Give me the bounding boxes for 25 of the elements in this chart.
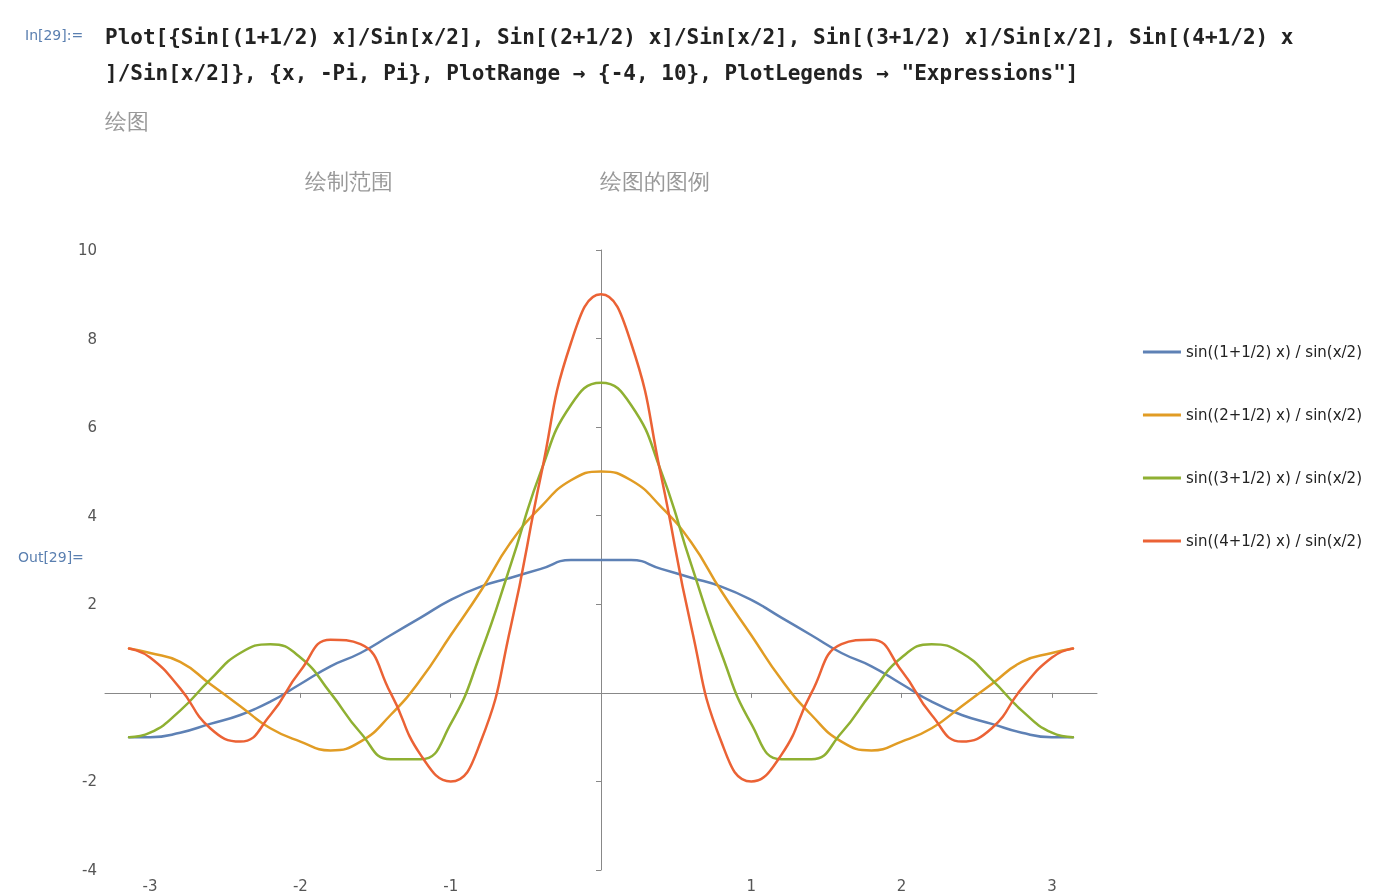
y-tick-label: -4: [82, 861, 97, 879]
legend-label: sin((1+1/2) x) / sin(x/2): [1185, 343, 1363, 361]
text: 绘制范围: [305, 168, 393, 194]
line-series: [127, 293, 1075, 783]
y-tick-label: 6: [87, 418, 97, 437]
text: 绘图: [105, 108, 149, 134]
y-tick-label: 8: [87, 329, 97, 348]
legend-label: sin((2+1/2) x) / sin(x/2): [1185, 406, 1363, 424]
y-tick-label: 4: [87, 506, 97, 525]
y-tick-label: -2: [82, 772, 97, 791]
x-tick-label: -2: [292, 876, 308, 893]
y-tick-label: 10: [77, 241, 97, 259]
x-tick-label: -1: [443, 876, 459, 893]
x-tick-label: 2: [896, 876, 907, 893]
x-tick-label: 1: [746, 876, 757, 893]
legend-label: sin((3+1/2) x) / sin(x/2): [1185, 469, 1363, 487]
chart-title: Plot[{Sin[(1+1/2) x]/Sin[x/2], Sin[(2+1/2) x]/Sin[x/2], Sin[(3+1/2) x]/Sin[x/2], Sin[(4+1/2) x]/Sin[x/2]}, {x, -Pi, Pi}, PlotRange → {-4, 10}, PlotLegends → "Expressions"]: [105, 25, 1294, 85]
text: Out[29]=: [18, 549, 84, 565]
text: In[29]:=: [25, 27, 84, 43]
x-tick-label: 3: [1047, 876, 1057, 893]
text: 绘图的图例: [600, 168, 710, 194]
x-tick-label: -3: [142, 876, 158, 893]
legend-label: sin((4+1/2) x) / sin(x/2): [1185, 532, 1363, 550]
line-series: [127, 381, 1075, 761]
y-tick-label: 2: [87, 595, 97, 614]
